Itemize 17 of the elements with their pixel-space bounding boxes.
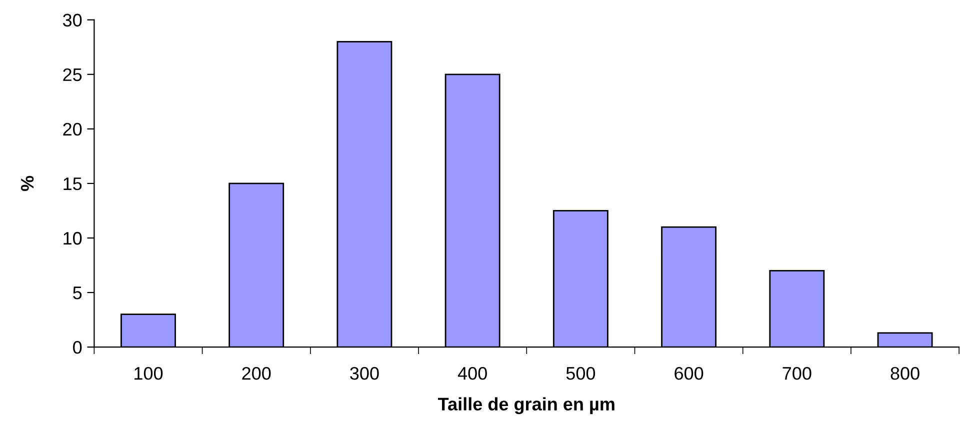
x-axis-title: Taille de grain en µm (438, 397, 614, 414)
y-tick-label: 0 (73, 341, 82, 354)
y-tick-label: 30 (62, 14, 82, 27)
y-tick-label: 5 (73, 286, 82, 300)
x-tick-label: 500 (566, 366, 596, 380)
y-tick-label: 15 (64, 178, 82, 190)
y-tick-label: 10 (64, 232, 82, 245)
x-tick-label: 800 (890, 366, 920, 380)
y-tick-label: 20 (63, 122, 82, 136)
x-tick-label: 700 (782, 366, 812, 380)
x-tick-label: 600 (674, 366, 704, 380)
y-tick-label: 25 (63, 68, 82, 82)
y-axis-title: % (20, 176, 34, 192)
x-tick-label: 400 (458, 366, 487, 380)
x-tick-label: 200 (242, 366, 271, 380)
x-tick-label: 300 (350, 366, 379, 380)
x-tick-label: 100 (134, 366, 163, 380)
